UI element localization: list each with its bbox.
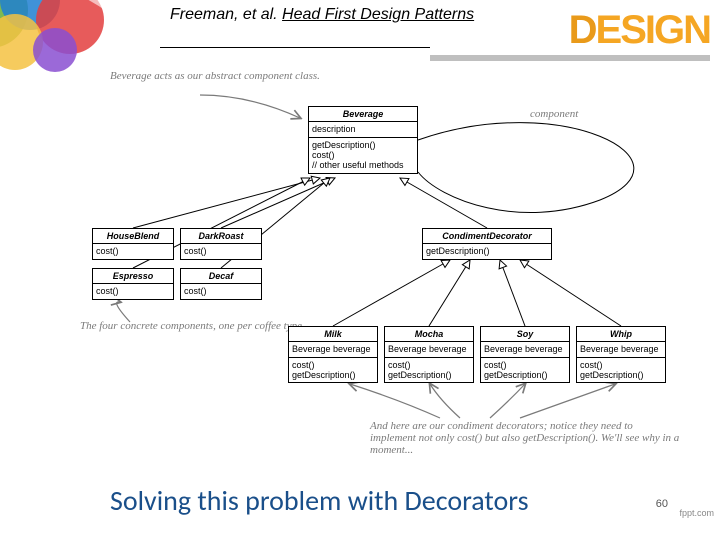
- class-soy-name: Soy: [481, 327, 569, 342]
- inh-condiment: [400, 178, 487, 228]
- page-number: 60: [656, 498, 668, 510]
- class-espresso: Espresso cost(): [92, 268, 174, 300]
- class-mocha-ops: cost() getDescription(): [385, 358, 473, 383]
- inh-whip: [520, 260, 621, 326]
- component-association: [418, 123, 634, 213]
- note-arrow-topleft: [200, 95, 300, 118]
- class-milk-name: Milk: [289, 327, 377, 342]
- class-soy: Soy Beverage beverage cost() getDescript…: [480, 326, 570, 383]
- note-arrow-br-4: [520, 384, 615, 418]
- class-darkroast-ops: cost(): [181, 244, 261, 258]
- note-bottom-left: The four concrete components, one per co…: [80, 320, 305, 332]
- class-beverage-name: Beverage: [309, 107, 417, 122]
- class-soy-ops: cost() getDescription(): [481, 358, 569, 383]
- inh-mocha: [429, 260, 470, 326]
- note-component-label: component: [530, 108, 578, 120]
- class-beverage-attrs: description: [309, 122, 417, 137]
- note-arrow-bottomleft: [117, 302, 130, 322]
- class-whip-attrs: Beverage beverage: [577, 342, 665, 357]
- note-arrow-br-1: [350, 384, 440, 418]
- class-decaf-name: Decaf: [181, 269, 261, 284]
- class-milk-ops: cost() getDescription(): [289, 358, 377, 383]
- note-arrow-br-2: [430, 384, 460, 418]
- inh-milk: [333, 260, 450, 326]
- note-bottom-right: And here are our condiment decorators; n…: [370, 420, 680, 456]
- class-mocha-name: Mocha: [385, 327, 473, 342]
- class-beverage: Beverage description getDescription() co…: [308, 106, 418, 174]
- class-espresso-name: Espresso: [93, 269, 173, 284]
- class-decaf-ops: cost(): [181, 284, 261, 298]
- class-whip-ops: cost() getDescription(): [577, 358, 665, 383]
- note-arrow-br-3: [490, 384, 525, 418]
- class-milk-attrs: Beverage beverage: [289, 342, 377, 357]
- note-top-left: Beverage acts as our abstract component …: [110, 70, 320, 82]
- class-soy-attrs: Beverage beverage: [481, 342, 569, 357]
- class-whip: Whip Beverage beverage cost() getDescrip…: [576, 326, 666, 383]
- slide-title: Solving this problem with Decorators: [110, 483, 529, 518]
- class-mocha-attrs: Beverage beverage: [385, 342, 473, 357]
- class-houseblend: HouseBlend cost(): [92, 228, 174, 260]
- class-milk: Milk Beverage beverage cost() getDescrip…: [288, 326, 378, 383]
- class-condimentdecorator-ops: getDescription(): [423, 244, 551, 258]
- class-darkroast: DarkRoast cost(): [180, 228, 262, 260]
- class-beverage-ops: getDescription() cost() // other useful …: [309, 138, 417, 173]
- class-mocha: Mocha Beverage beverage cost() getDescri…: [384, 326, 474, 383]
- watermark: fppt.com: [679, 508, 714, 518]
- class-houseblend-ops: cost(): [93, 244, 173, 258]
- class-decaf: Decaf cost(): [180, 268, 262, 300]
- class-espresso-ops: cost(): [93, 284, 173, 298]
- class-condimentdecorator: CondimentDecorator getDescription(): [422, 228, 552, 260]
- class-houseblend-name: HouseBlend: [93, 229, 173, 244]
- inh-soy: [500, 260, 525, 326]
- class-condimentdecorator-name: CondimentDecorator: [423, 229, 551, 244]
- slide-stage: DDESIGNESIGN Freeman, et al. Head First …: [0, 0, 720, 540]
- class-darkroast-name: DarkRoast: [181, 229, 261, 244]
- class-whip-name: Whip: [577, 327, 665, 342]
